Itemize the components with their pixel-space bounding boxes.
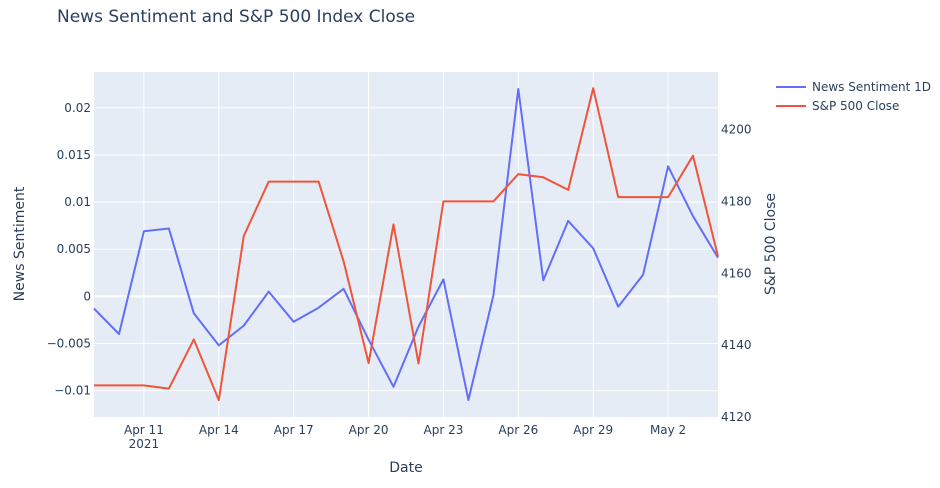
y2-tick-label: 4180 [721, 194, 752, 208]
y2-tick-label: 4120 [721, 410, 752, 424]
x-tick-label: Apr 23 [424, 423, 464, 437]
x-tick-label: Apr 29 [573, 423, 613, 437]
x-tick-year-label: 2021 [129, 437, 160, 451]
x-tick-label: Apr 14 [199, 423, 239, 437]
legend-label-sentiment[interactable]: News Sentiment 1D [812, 80, 931, 94]
y2-axis-title: S&P 500 Close [763, 193, 779, 295]
series-line-sp500-close[interactable] [94, 87, 719, 402]
x-tick-label: Apr 26 [498, 423, 538, 437]
chart-title: News Sentiment and S&P 500 Index Close [57, 7, 415, 27]
y2-tick-label: 4140 [721, 338, 752, 352]
y2-tick-label: 4200 [721, 123, 752, 137]
y-tick-label: −0.005 [47, 336, 91, 350]
y-axis-title: News Sentiment [12, 186, 28, 301]
y-tick-label: 0.005 [57, 242, 91, 256]
y-tick-label: 0.02 [64, 101, 91, 115]
x-tick-label: Apr 20 [349, 423, 389, 437]
y-tick-label: 0.01 [64, 195, 91, 209]
y-tick-label: −0.01 [54, 384, 91, 398]
y-tick-label: 0.015 [57, 148, 91, 162]
y-tick-label: 0 [83, 289, 91, 303]
grid-lines [94, 72, 718, 417]
x-tick-label: Apr 11 [124, 423, 164, 437]
legend-label-sp500[interactable]: S&P 500 Close [812, 99, 899, 113]
series-line-news-sentiment[interactable] [93, 88, 719, 401]
y2-tick-label: 4160 [721, 266, 752, 280]
x-axis-title: Date [389, 460, 422, 476]
legend[interactable]: News Sentiment 1D S&P 500 Close [776, 80, 931, 113]
plot-area [94, 72, 718, 417]
x-tick-label: May 2 [650, 423, 686, 437]
series-layer [93, 87, 719, 402]
x-tick-label: Apr 17 [274, 423, 314, 437]
